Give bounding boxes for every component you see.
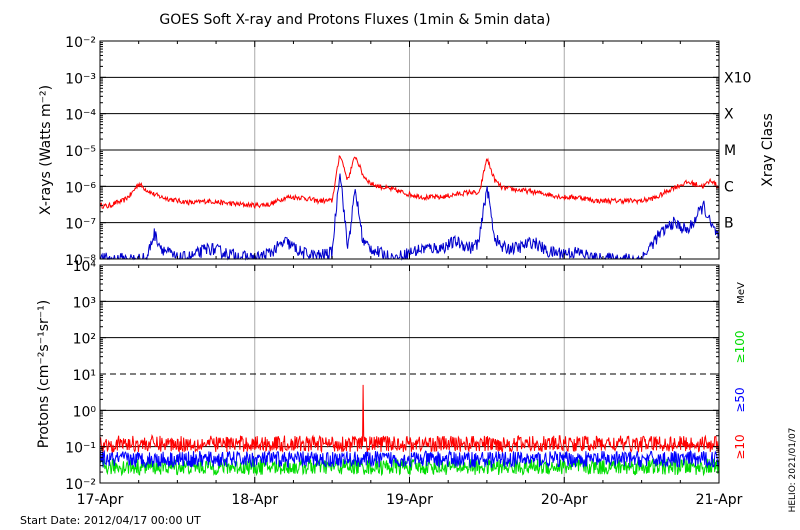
x-tick-label: 18-Apr xyxy=(231,492,278,508)
proton-y-tick-label: 10⁴ xyxy=(73,259,97,275)
proton-legend-entry: ≥50 xyxy=(733,387,747,412)
x-tick-label: 19-Apr xyxy=(386,492,433,508)
credit-label: HELIO: 2021/01/07 xyxy=(788,428,798,513)
proton-unit-label: MeV xyxy=(736,282,747,304)
xray-y-axis-label: X-rays (Watts m⁻²) xyxy=(38,85,54,215)
x-tick-label: 17-Apr xyxy=(77,492,124,508)
xray-y-tick-label: 10⁻⁶ xyxy=(65,180,96,196)
x-tick-label: 21-Apr xyxy=(696,492,743,508)
start-date: Start Date: 2012/04/17 00:00 UT xyxy=(20,514,201,527)
xray-y-tick-label: 10⁻³ xyxy=(65,71,96,87)
proton-legend-entry: ≥100 xyxy=(733,331,747,364)
proton-y-tick-label: 10³ xyxy=(73,295,96,311)
xray-y-tick-label: 10⁻⁷ xyxy=(65,217,96,233)
xray-grid xyxy=(100,41,719,259)
xray-panel: 10⁻² 10⁻³ 10⁻⁴ 10⁻⁵ 10⁻⁶ 10⁻⁷ 10⁻⁸ X10 X M C B X-r… xyxy=(38,35,776,269)
proton-panel: 10⁴ 10³ 10² 10¹ 10⁰ 10⁻¹ 10⁻² ≥10 ≥50 ≥100 Proto… xyxy=(36,259,747,493)
chart-title: GOES Soft X-ray and Protons Fluxes (1min… xyxy=(159,12,550,28)
proton-series xyxy=(99,384,720,477)
proton-y-tick-label: 10⁻² xyxy=(65,477,96,493)
xray-y-tick-label: 10⁻⁸ xyxy=(65,253,96,269)
xray-class-label: B xyxy=(724,216,734,232)
xray-y-tick-label: 10⁻⁵ xyxy=(65,144,96,160)
xray-class-label: C xyxy=(724,179,734,195)
proton-y-axis-label: Protons (cm⁻²s⁻¹sr⁻¹) xyxy=(36,300,52,449)
xray-y-tick-label: 10⁻⁴ xyxy=(65,108,96,124)
proton-y-tick-label: 10⁻¹ xyxy=(65,441,96,457)
xray-y-ticks: 10⁻² 10⁻³ 10⁻⁴ 10⁻⁵ 10⁻⁶ 10⁻⁷ 10⁻⁸ xyxy=(65,35,719,269)
proton-series-line xyxy=(99,384,720,454)
proton-grid xyxy=(100,265,719,483)
proton-y-tick-label: 10⁰ xyxy=(73,404,97,420)
proton-y-ticks: 10⁴ 10³ 10² 10¹ 10⁰ 10⁻¹ 10⁻² xyxy=(65,259,719,493)
xray-class-label: M xyxy=(724,143,736,159)
proton-series-line xyxy=(99,449,720,469)
proton-legend-entry: ≥10 xyxy=(733,434,747,459)
xray-class-label: X xyxy=(724,107,734,123)
xray-class-axis-label: Xray Class xyxy=(760,113,776,187)
xray-class-labels: X10 X M C B xyxy=(724,70,751,231)
x-axis: 17-Apr 18-Apr 19-Apr 20-Apr 21-Apr xyxy=(77,41,743,508)
proton-y-tick-label: 10¹ xyxy=(73,368,96,384)
proton-legend: ≥10 ≥50 ≥100 xyxy=(733,331,747,460)
proton-y-tick-label: 10² xyxy=(73,332,96,348)
x-tick-label: 20-Apr xyxy=(541,492,588,508)
xray-y-tick-label: 10⁻² xyxy=(65,35,96,51)
xray-series-line xyxy=(99,155,720,210)
xray-class-label: X10 xyxy=(724,70,751,86)
